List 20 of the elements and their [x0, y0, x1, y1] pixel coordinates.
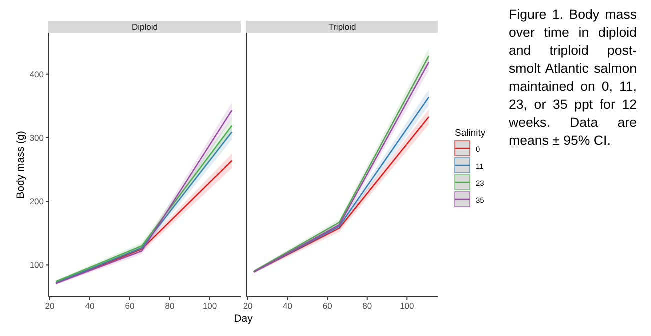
- y-axis-title: Body mass (g): [15, 131, 27, 199]
- y-tick-label: 400: [30, 69, 44, 80]
- caption: Figure 1. Body mass over time in diploid and triploid post-smolt Atlantic salmon maintained on 0, 11, 23, or 35 ppt for 12 weeks. Data are means ± 95% CI.: [509, 6, 637, 150]
- x-axis-title: Day: [234, 313, 254, 325]
- x-tick-label: 60: [125, 301, 135, 311]
- x-tick-label: 100: [202, 301, 218, 311]
- x-tick-label: 100: [400, 301, 415, 311]
- y-tick-label: 100: [30, 260, 44, 270]
- chart-title: Diploid: [132, 22, 158, 32]
- x-tick-label: 20: [243, 301, 253, 311]
- x-tick-label: 20: [45, 301, 55, 311]
- y-tick-label: 300: [30, 132, 44, 143]
- y-tick-label: 200: [30, 196, 44, 207]
- x-tick-label: 80: [165, 301, 175, 311]
- x-tick-label: 80: [362, 301, 372, 311]
- x-tick-label: 40: [283, 301, 293, 311]
- x-tick-label: 40: [85, 301, 95, 311]
- chart-title: Triploid: [328, 22, 357, 32]
- x-tick-label: 60: [322, 301, 333, 311]
- legend-title: Salinity: [455, 128, 486, 139]
